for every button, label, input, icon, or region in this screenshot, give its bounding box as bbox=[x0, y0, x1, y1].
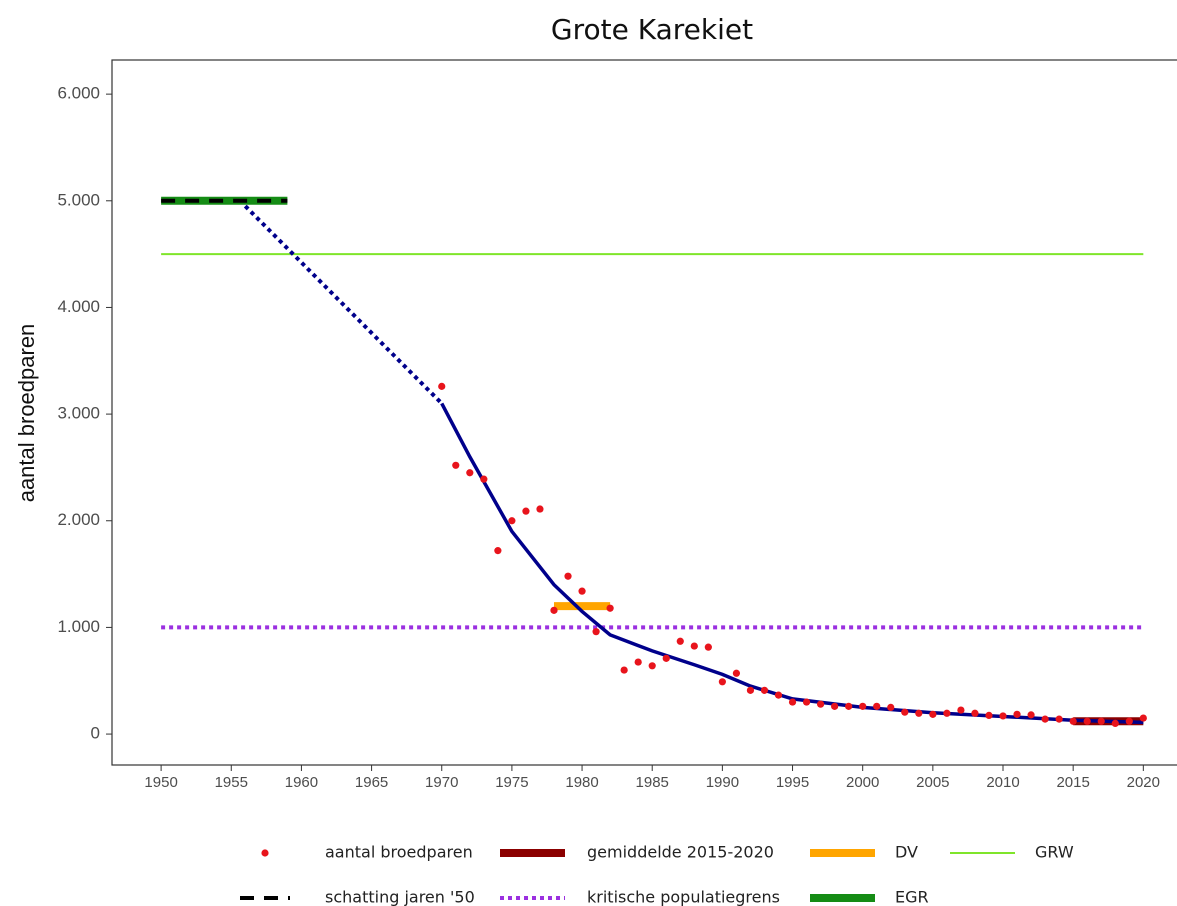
point bbox=[816, 700, 825, 708]
point bbox=[788, 698, 797, 706]
point bbox=[704, 643, 712, 651]
point bbox=[873, 702, 881, 710]
x-tick-label: 1990 bbox=[706, 774, 739, 791]
y-axis-label: aantal broedparen bbox=[14, 324, 39, 503]
legend-label: gemiddelde 2015-2020 bbox=[587, 843, 774, 862]
point bbox=[943, 709, 951, 717]
legend-label: kritische populatiegrens bbox=[587, 888, 780, 906]
y-tick-label: 0 bbox=[91, 724, 100, 743]
point bbox=[774, 691, 783, 699]
trend-line bbox=[440, 402, 1144, 725]
point bbox=[1111, 719, 1119, 728]
legend-label: EGR bbox=[895, 888, 929, 906]
point bbox=[859, 702, 867, 710]
legend-label: schatting jaren '50 bbox=[325, 888, 475, 906]
point bbox=[1083, 717, 1091, 725]
point bbox=[718, 678, 726, 686]
x-tick-label: 1955 bbox=[215, 774, 248, 791]
point bbox=[578, 587, 586, 595]
point bbox=[845, 702, 853, 710]
point bbox=[494, 547, 502, 555]
x-tick-label: 2000 bbox=[846, 774, 879, 791]
point bbox=[831, 702, 839, 710]
point bbox=[887, 703, 895, 712]
point bbox=[564, 572, 572, 580]
trend-line bbox=[243, 204, 444, 405]
x-tick-label: 1995 bbox=[776, 774, 809, 791]
point bbox=[662, 654, 670, 662]
point bbox=[620, 666, 628, 674]
y-tick-label: 5.000 bbox=[57, 190, 100, 209]
x-tick-label: 1975 bbox=[495, 774, 528, 791]
point bbox=[760, 686, 769, 694]
point bbox=[480, 475, 488, 483]
point bbox=[1069, 717, 1077, 725]
point bbox=[606, 604, 614, 612]
point bbox=[957, 706, 965, 714]
point bbox=[1139, 714, 1147, 722]
point bbox=[676, 637, 684, 645]
x-tick-label: 2015 bbox=[1056, 774, 1089, 791]
point bbox=[985, 711, 993, 720]
point bbox=[508, 517, 516, 525]
point bbox=[522, 507, 530, 515]
legend-key bbox=[261, 849, 269, 857]
y-tick-label: 3.000 bbox=[57, 404, 100, 423]
y-tick-label: 4.000 bbox=[57, 297, 100, 316]
point bbox=[592, 628, 600, 636]
point bbox=[466, 469, 474, 477]
legend-label: aantal broedparen bbox=[325, 843, 473, 862]
point bbox=[648, 662, 656, 670]
plot-frame bbox=[111, 59, 1177, 766]
point bbox=[746, 686, 755, 694]
legend-label: DV bbox=[895, 843, 918, 862]
y-tick-label: 6.000 bbox=[57, 84, 100, 103]
x-tick-label: 1985 bbox=[636, 774, 669, 791]
legend-label: GRW bbox=[1035, 843, 1074, 862]
x-tick-label: 2005 bbox=[916, 774, 949, 791]
point bbox=[1027, 711, 1035, 719]
point bbox=[1097, 717, 1105, 725]
point bbox=[452, 461, 460, 469]
x-tick-label: 1980 bbox=[565, 774, 598, 791]
point bbox=[1013, 710, 1021, 718]
x-tick-label: 2010 bbox=[986, 774, 1019, 791]
point bbox=[929, 710, 937, 718]
x-tick-label: 2020 bbox=[1127, 774, 1160, 791]
point bbox=[550, 606, 558, 614]
point bbox=[1125, 717, 1133, 725]
point bbox=[634, 658, 642, 666]
y-tick-label: 2.000 bbox=[57, 510, 100, 529]
point bbox=[438, 382, 446, 390]
point bbox=[802, 698, 811, 706]
point bbox=[901, 708, 909, 716]
x-tick-label: 1970 bbox=[425, 774, 458, 791]
point bbox=[915, 709, 923, 717]
point bbox=[732, 669, 741, 677]
x-tick-label: 1960 bbox=[285, 774, 318, 791]
x-tick-label: 1950 bbox=[144, 774, 177, 791]
point bbox=[1055, 715, 1063, 723]
x-tick-label: 1965 bbox=[355, 774, 388, 791]
point bbox=[536, 505, 544, 513]
point bbox=[999, 712, 1007, 720]
point bbox=[690, 642, 698, 650]
y-tick-label: 1.000 bbox=[57, 617, 100, 636]
point bbox=[1041, 715, 1049, 723]
point bbox=[971, 709, 979, 717]
chart-title: Grote Karekiet bbox=[551, 13, 753, 46]
